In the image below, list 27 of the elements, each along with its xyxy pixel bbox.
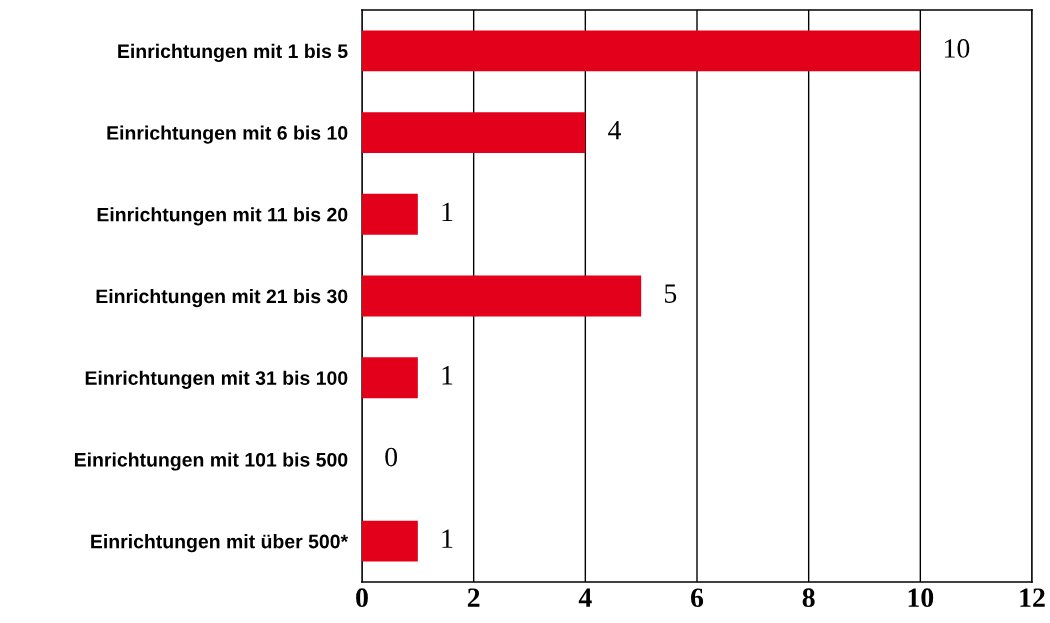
y-tick-label: Einrichtungen mit 11 bis 20 xyxy=(97,207,348,226)
x-tick-label: 12 xyxy=(1020,588,1045,607)
data-label: 5 xyxy=(665,284,677,303)
data-label: 1 xyxy=(442,202,453,221)
x-tick-label: 0 xyxy=(356,588,368,608)
x-tick-label: 10 xyxy=(908,588,934,608)
bar xyxy=(362,30,921,72)
bar xyxy=(362,357,418,399)
bar xyxy=(362,193,418,235)
bar xyxy=(362,275,642,317)
bar xyxy=(362,112,586,153)
data-label: 1 xyxy=(442,529,453,548)
data-label: 10 xyxy=(945,39,970,58)
y-tick-label: Einrichtungen mit 101 bis 500 xyxy=(74,452,348,471)
x-tick-label: 8 xyxy=(802,588,815,608)
bar xyxy=(362,520,418,562)
data-label: 1 xyxy=(442,366,453,385)
y-tick-label: Einrichtungen mit 1 bis 5 xyxy=(118,43,348,63)
data-label: 0 xyxy=(385,447,398,467)
y-tick-label: Einrichtungen mit 21 bis 30 xyxy=(96,288,348,308)
x-tick-label: 2 xyxy=(467,588,480,607)
y-tick-label: Einrichtungen mit über 500* xyxy=(91,534,349,553)
y-tick-label: Einrichtungen mit 31 bis 100 xyxy=(85,370,348,389)
x-tick-label: 4 xyxy=(578,588,592,607)
data-label: 4 xyxy=(608,120,622,140)
y-tick-label: Einrichtungen mit 6 bis 10 xyxy=(107,125,348,144)
x-tick-label: 6 xyxy=(691,588,704,608)
